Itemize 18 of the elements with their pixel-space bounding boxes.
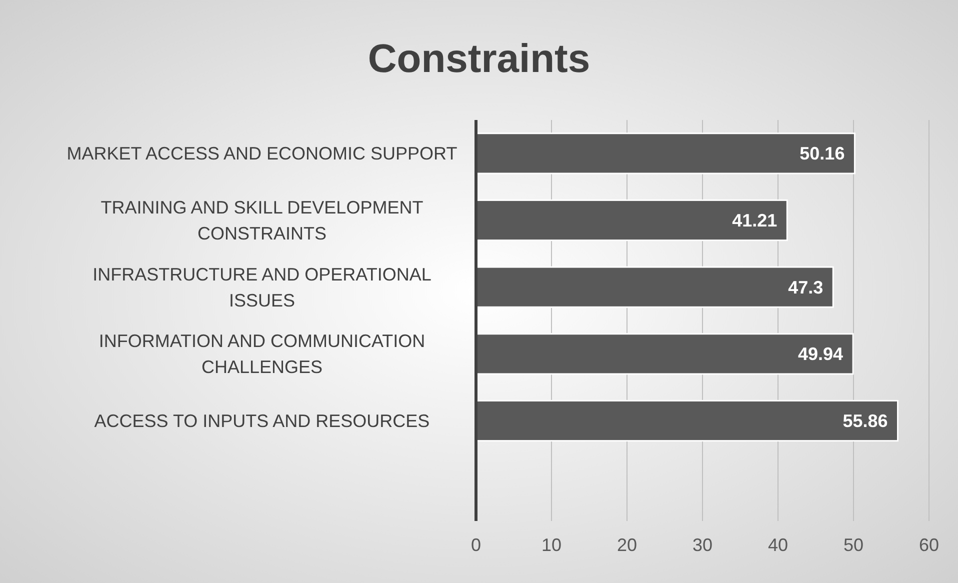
y-tick-label: ACCESS TO INPUTS AND RESOURCES	[94, 411, 430, 432]
data-label: 55.86	[842, 411, 888, 432]
x-tick-label: 0	[470, 535, 482, 555]
x-tick-label: 40	[768, 535, 788, 555]
data-label: 47.3	[788, 277, 824, 298]
x-tick-label: 10	[541, 535, 562, 555]
data-label: 50.16	[800, 144, 845, 164]
data-label: 49.94	[798, 344, 844, 364]
x-tick-label: 50	[843, 535, 864, 555]
x-tick-label: 30	[692, 535, 713, 555]
y-tick-label: INFRASTRUCTURE AND OPERATIONAL ISSUES	[92, 264, 432, 310]
x-tick-label: 20	[616, 535, 638, 555]
y-tick-label: TRAINING AND SKILL DEVELOPMENT CONSTRAINTS	[100, 198, 424, 244]
x-tick-label: 60	[918, 535, 940, 555]
y-tick-label: MARKET ACCESS AND ECONOMIC SUPPORT	[66, 144, 458, 164]
chart-title: Constraints	[368, 37, 590, 81]
y-tick-label: INFORMATION AND COMMUNICATION CHALLENGES	[98, 331, 426, 378]
data-label: 41.21	[732, 210, 778, 231]
